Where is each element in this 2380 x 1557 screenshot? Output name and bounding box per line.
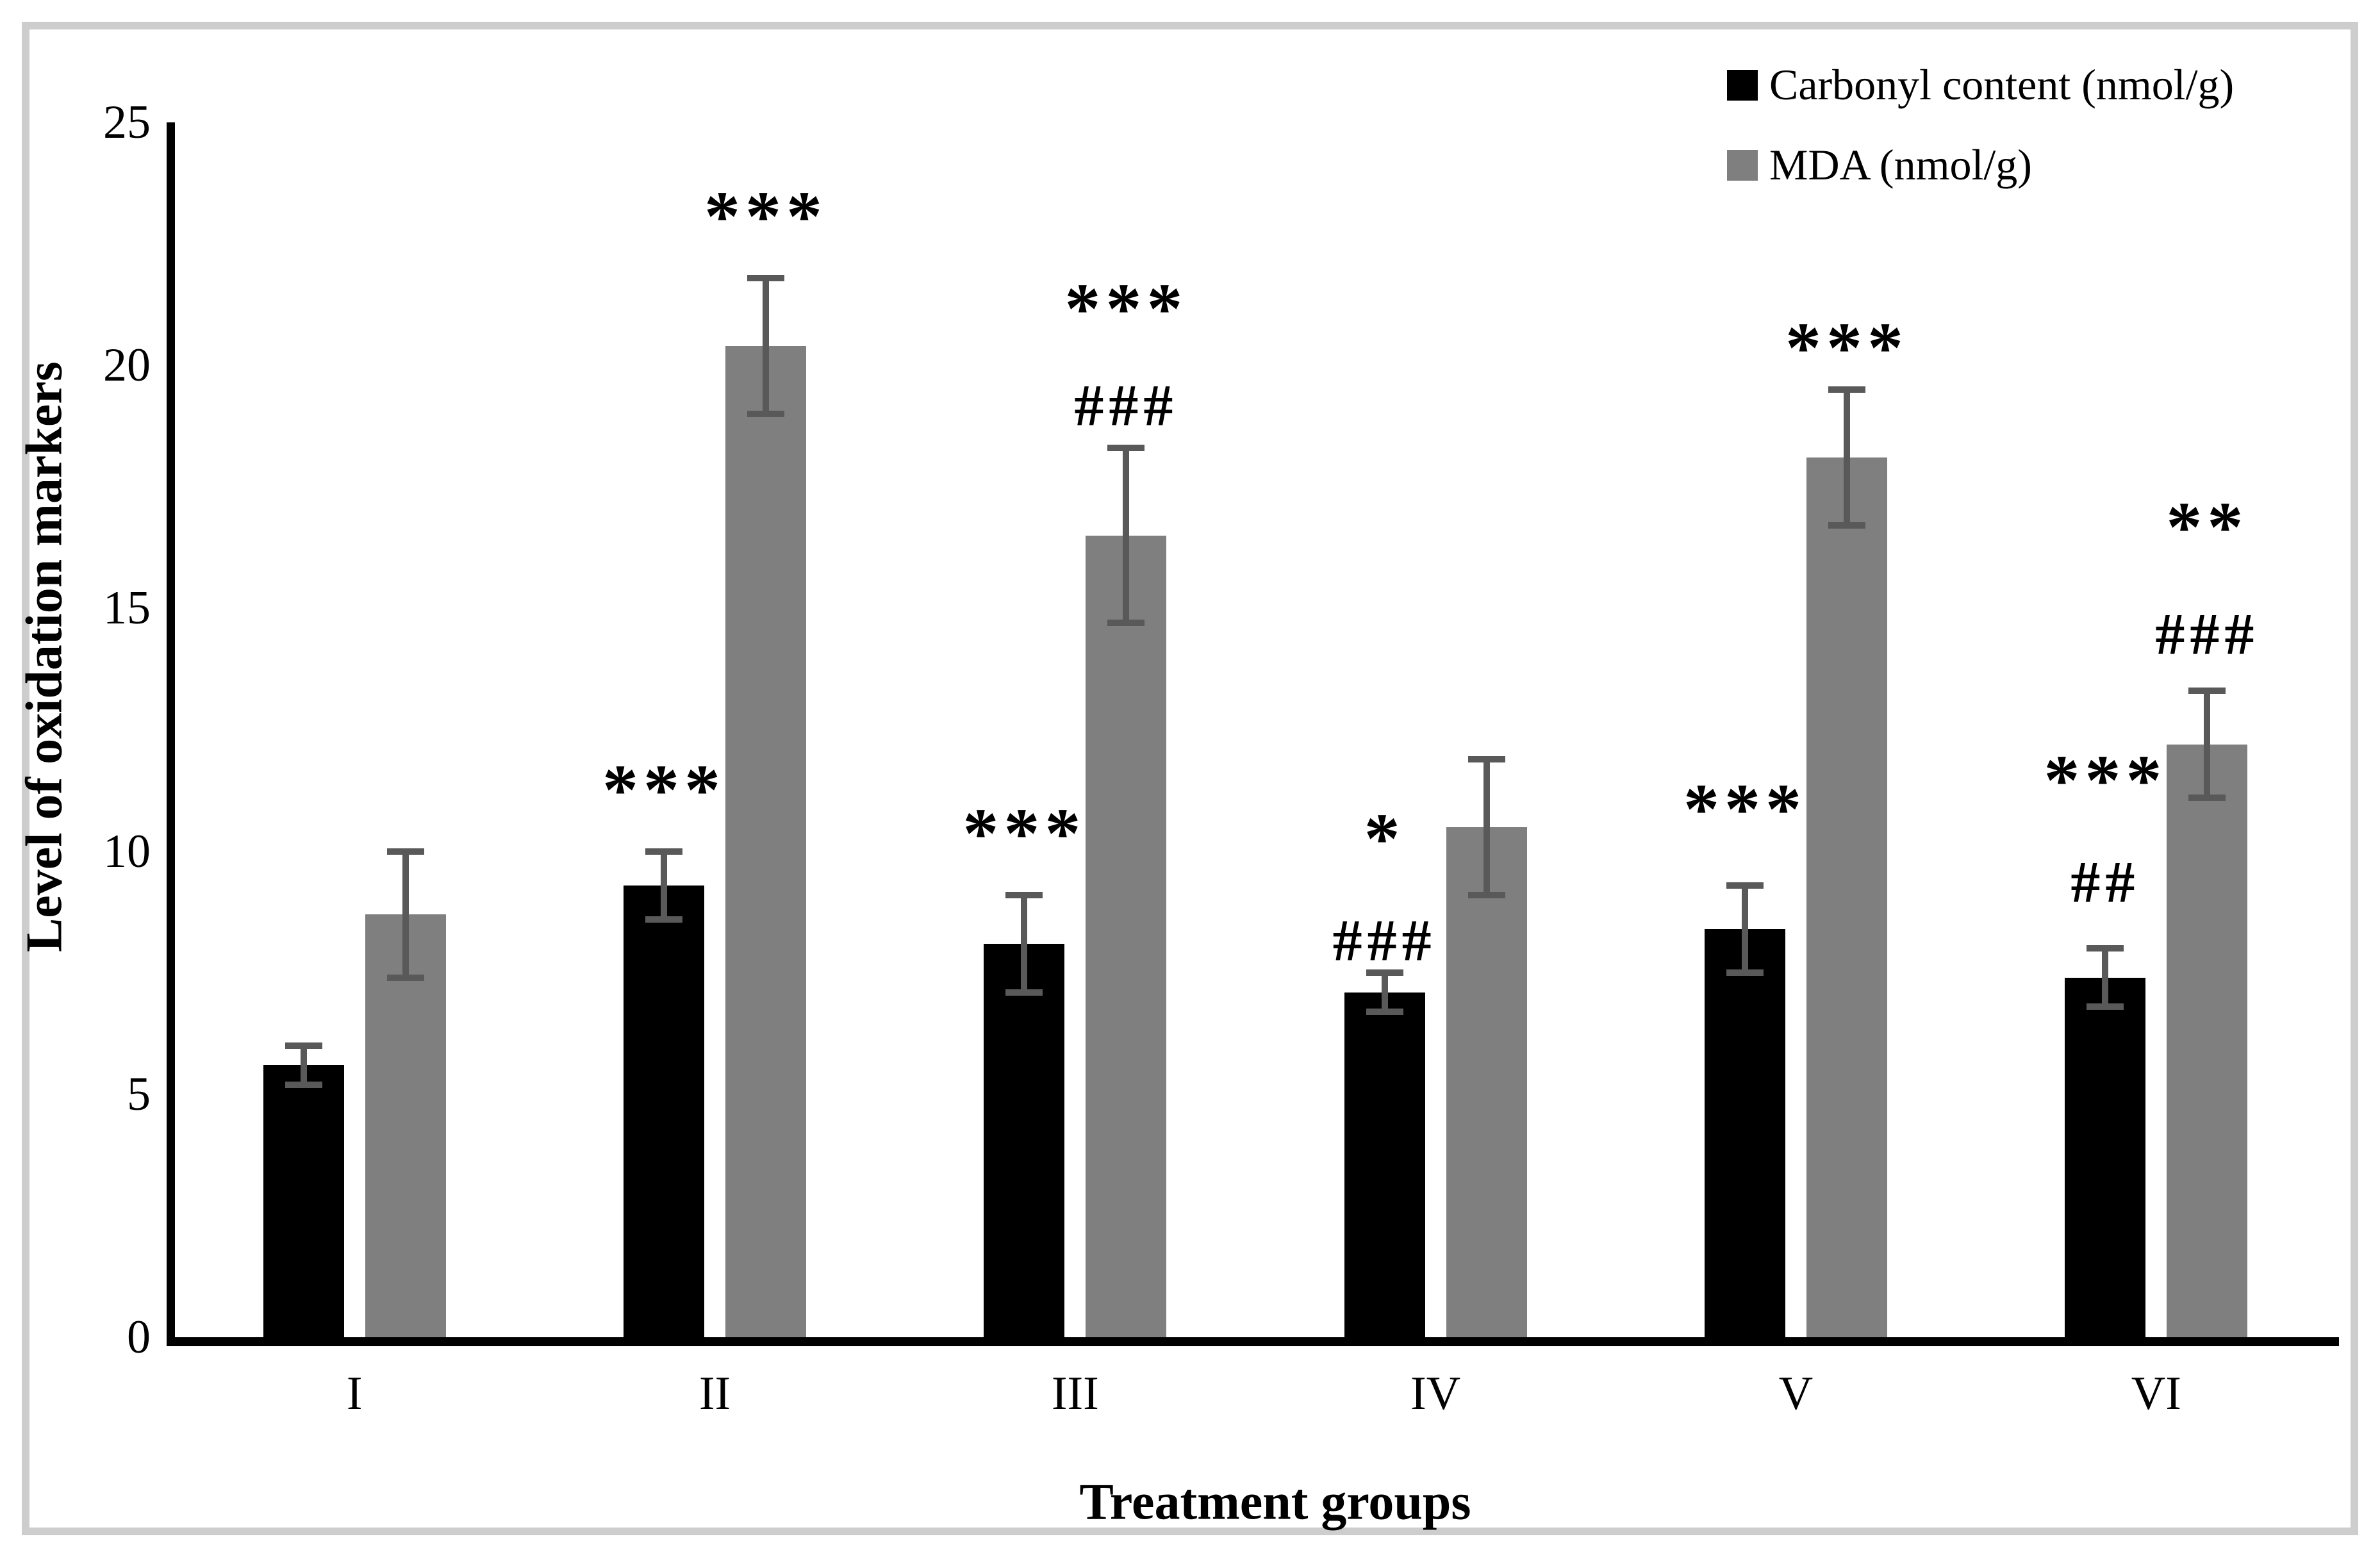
x-tick-label: V	[1778, 1367, 1814, 1420]
legend-label: Carbonyl content (nmol/g)	[1769, 60, 2235, 109]
error-bar-cap	[1107, 620, 1145, 627]
significance-annotation: ***	[1683, 770, 1806, 850]
x-axis-title: Treatment groups	[1079, 1474, 1471, 1531]
error-bar	[402, 851, 409, 978]
error-bar	[763, 277, 769, 415]
error-bar	[1483, 759, 1490, 895]
error-bar-cap	[645, 916, 682, 923]
carbonyl-bar	[1705, 928, 1785, 1337]
mda-bar	[1806, 457, 1887, 1337]
carbonyl-bar	[2065, 977, 2146, 1337]
error-bar-cap	[1467, 891, 1505, 898]
carbonyl-swatch-icon	[1727, 69, 1758, 101]
carbonyl-bar	[263, 1065, 344, 1337]
carbonyl-bar	[984, 943, 1065, 1337]
error-bar-cap	[386, 974, 424, 981]
error-bar	[1021, 894, 1028, 993]
mda-bar	[1446, 827, 1527, 1337]
error-bar-cap	[2188, 795, 2226, 802]
x-tick-label: VI	[2131, 1367, 2181, 1420]
significance-annotation: *	[1364, 799, 1405, 879]
error-bar	[1844, 390, 1850, 526]
error-bar	[661, 851, 667, 919]
y-tick-label: 15	[103, 582, 151, 635]
y-axis-line	[167, 122, 175, 1346]
error-bar-cap	[386, 848, 424, 855]
x-tick-label: IV	[1410, 1367, 1461, 1420]
mda-bar	[2167, 744, 2248, 1337]
y-tick-label: 10	[103, 825, 151, 878]
significance-annotation: **	[2166, 488, 2249, 568]
error-bar-cap	[2087, 945, 2124, 952]
error-bar-cap	[747, 411, 784, 418]
error-bar	[2102, 948, 2109, 1007]
error-bar	[1742, 885, 1748, 973]
mda-bar	[725, 345, 806, 1337]
legend: Carbonyl content (nmol/g) MDA (nmol/g)	[1727, 45, 2234, 205]
significance-annotation: ***	[963, 794, 1086, 874]
mda-swatch-icon	[1727, 149, 1758, 181]
significance-annotation: ###	[1074, 372, 1178, 438]
error-bar-cap	[2188, 688, 2226, 695]
error-bar-cap	[1726, 882, 1764, 889]
error-bar-cap	[1366, 969, 1403, 976]
error-bar	[2204, 691, 2211, 798]
x-tick-label: I	[346, 1367, 363, 1420]
significance-annotation: ***	[1064, 269, 1188, 349]
error-bar-cap	[1107, 445, 1145, 452]
error-bar	[1381, 973, 1388, 1012]
legend-item-mda: MDA (nmol/g)	[1727, 125, 2234, 205]
significance-annotation: ***	[704, 177, 827, 257]
legend-label: MDA (nmol/g)	[1769, 140, 2032, 189]
error-bar-cap	[645, 848, 682, 855]
y-tick-label: 25	[103, 96, 151, 149]
legend-item-carbonyl: Carbonyl content (nmol/g)	[1727, 45, 2234, 125]
figure-border	[22, 22, 2358, 1535]
carbonyl-bar	[1344, 992, 1425, 1337]
error-bar	[1123, 448, 1130, 623]
error-bar-cap	[1005, 891, 1043, 898]
x-tick-label: II	[698, 1367, 731, 1420]
carbonyl-bar	[624, 885, 704, 1337]
significance-annotation: ***	[2044, 741, 2167, 821]
error-bar-cap	[747, 274, 784, 281]
y-tick-label: 20	[103, 339, 151, 392]
error-bar	[300, 1045, 307, 1085]
significance-annotation: ##	[2070, 849, 2140, 915]
error-bar-cap	[2087, 1003, 2124, 1010]
error-bar-cap	[285, 1042, 322, 1049]
significance-annotation: ***	[602, 750, 725, 830]
error-bar-cap	[1726, 969, 1764, 976]
x-tick-label: III	[1051, 1367, 1099, 1420]
error-bar-cap	[1828, 522, 1865, 529]
y-tick-label: 5	[127, 1067, 151, 1121]
mda-bar	[1086, 535, 1167, 1337]
significance-annotation: ###	[1332, 907, 1437, 973]
significance-annotation: ***	[1785, 308, 1908, 388]
significance-annotation: ###	[2155, 601, 2260, 667]
error-bar-cap	[1467, 755, 1505, 762]
error-bar-cap	[1828, 386, 1865, 393]
x-axis-line	[167, 1337, 2339, 1346]
error-bar-cap	[285, 1081, 322, 1088]
error-bar-cap	[1005, 989, 1043, 996]
error-bar-cap	[1366, 1008, 1403, 1015]
y-tick-label: 0	[127, 1311, 151, 1363]
mda-bar	[365, 914, 446, 1337]
